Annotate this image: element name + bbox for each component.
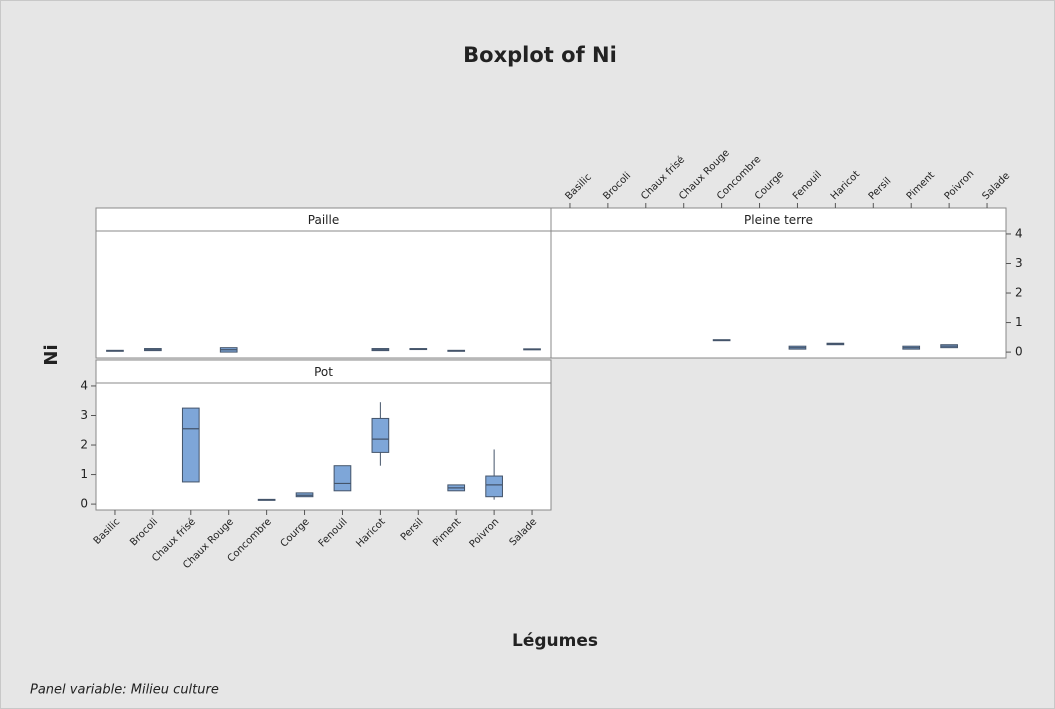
y-tick-label: 0 [80,497,88,511]
box [181,407,200,483]
y-tick-label: 4 [80,378,88,392]
y-tick-label: 1 [80,467,88,481]
y-axis-label: Ni [41,344,62,365]
footnote: Panel variable: Milieu culture [30,683,219,698]
panel-plot [550,230,1007,359]
panel-title: Pleine terre [744,213,813,227]
y-tick-label: 2 [1015,286,1023,300]
box [333,465,352,492]
panel-plot [95,230,552,359]
panel-plot [95,382,552,511]
y-tick-label: 2 [80,438,88,452]
y-tick-label: 3 [80,408,88,422]
chart-title: Boxplot of Ni [463,43,617,67]
y-tick-label: 0 [1015,345,1023,359]
y-tick-label: 4 [1015,226,1023,240]
y-tick-label: 1 [1015,315,1023,329]
panel-title: Paille [308,213,339,227]
box [371,417,390,453]
panel-title: Pot [314,365,333,379]
box [485,475,503,498]
y-tick-label: 3 [1015,256,1023,270]
x-axis-label: Légumes [512,631,598,651]
